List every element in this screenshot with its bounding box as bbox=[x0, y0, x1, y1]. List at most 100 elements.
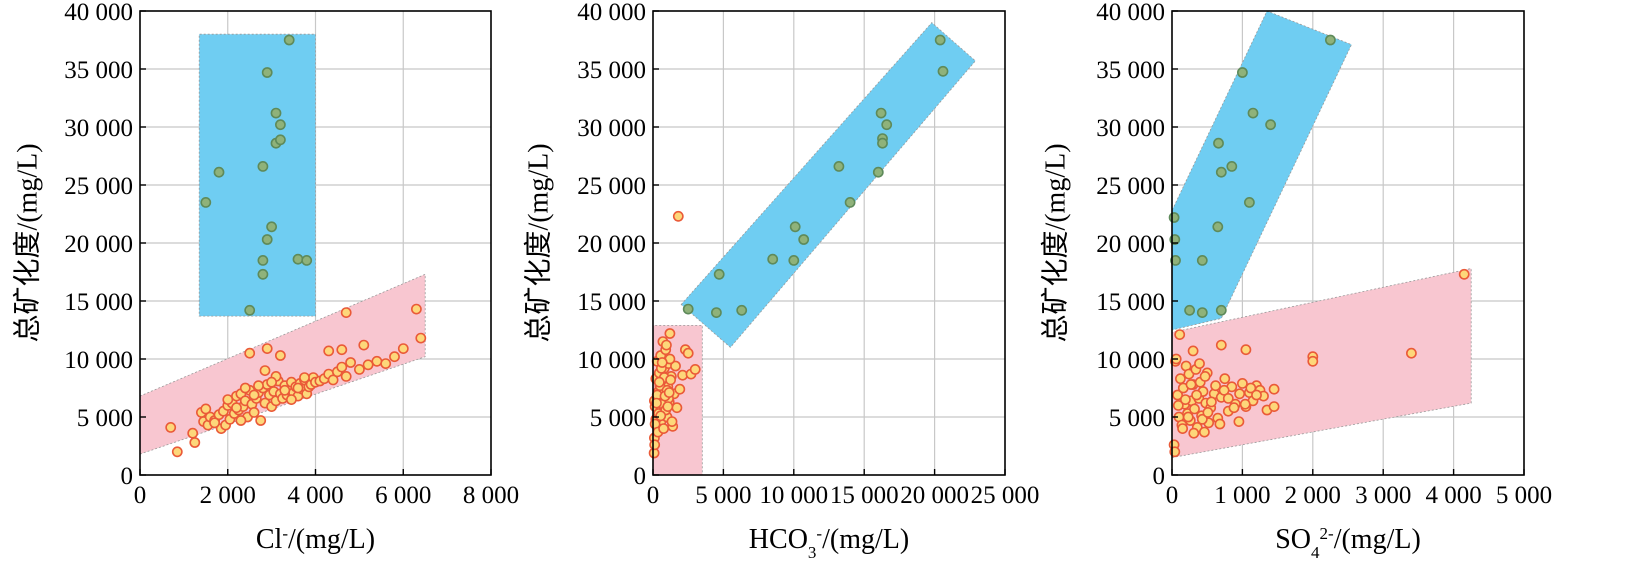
low-data-point bbox=[1240, 344, 1252, 356]
y-tick-label: 25 000 bbox=[577, 173, 646, 200]
high-data-point bbox=[875, 107, 887, 119]
low-data-point bbox=[340, 370, 352, 382]
y-tick-label: 40 000 bbox=[577, 0, 646, 26]
x-tick-label: 0 bbox=[134, 482, 147, 509]
y-tick-label: 30 000 bbox=[64, 115, 133, 142]
high-data-point bbox=[1247, 107, 1259, 119]
low-data-point bbox=[1228, 402, 1240, 414]
high-data-point bbox=[261, 234, 273, 245]
x-tick-label: 3 000 bbox=[1355, 482, 1411, 509]
low-data-point bbox=[1202, 406, 1214, 418]
y-tick-label: 10 000 bbox=[64, 347, 133, 374]
high-data-point bbox=[1226, 160, 1238, 172]
high-data-point bbox=[1184, 304, 1195, 316]
x-axis-label: HCO3-/(mg/L) bbox=[749, 524, 909, 562]
high-data-point bbox=[789, 221, 801, 233]
low-data-point bbox=[1219, 373, 1231, 385]
low-data-point bbox=[415, 332, 427, 344]
low-data-point bbox=[345, 357, 356, 368]
low-data-point bbox=[327, 374, 339, 386]
low-data-point bbox=[674, 383, 686, 395]
low-data-point bbox=[1234, 388, 1245, 400]
low-data-point bbox=[1196, 413, 1208, 425]
high-data-point bbox=[274, 119, 286, 131]
y-tick-label: 15 000 bbox=[64, 289, 133, 316]
y-tick-label: 25 000 bbox=[1096, 173, 1165, 200]
high-mineralization-zone bbox=[1171, 10, 1353, 331]
low-data-point bbox=[1218, 384, 1230, 396]
y-tick-label: 10 000 bbox=[1096, 347, 1165, 374]
x-tick-label: 4 000 bbox=[287, 482, 343, 509]
high-data-point bbox=[833, 160, 845, 172]
low-data-point bbox=[253, 380, 264, 392]
low-data-point bbox=[655, 410, 667, 422]
low-data-point bbox=[248, 406, 260, 418]
high-data-point bbox=[872, 166, 884, 178]
high-data-point bbox=[736, 304, 748, 316]
low-data-point bbox=[1214, 418, 1226, 430]
high-data-point bbox=[1244, 196, 1255, 208]
low-data-point bbox=[371, 355, 383, 367]
low-data-point bbox=[189, 437, 201, 448]
x-tick-label: 20 000 bbox=[900, 482, 969, 509]
low-data-point bbox=[358, 339, 370, 351]
low-data-point bbox=[665, 374, 676, 386]
x-tick-label: 15 000 bbox=[830, 482, 899, 509]
y-tick-label: 15 000 bbox=[577, 289, 646, 316]
low-data-point bbox=[1458, 268, 1470, 280]
low-data-point bbox=[689, 363, 701, 375]
low-data-point bbox=[259, 365, 271, 376]
y-tick-label: 40 000 bbox=[64, 0, 133, 26]
y-tick-label: 25 000 bbox=[64, 173, 133, 200]
low-data-point bbox=[663, 387, 675, 398]
y-tick-label: 20 000 bbox=[1096, 231, 1165, 258]
low-data-point bbox=[274, 350, 286, 361]
low-data-point bbox=[666, 416, 678, 427]
high-data-point bbox=[1212, 221, 1224, 233]
high-data-point bbox=[844, 196, 856, 208]
y-tick-label: 15 000 bbox=[1096, 289, 1165, 316]
high-data-point bbox=[261, 67, 273, 78]
low-data-point bbox=[231, 402, 242, 414]
low-data-point bbox=[653, 376, 665, 388]
chart-panel-sulfate: 0 1 000 2 000 3 000 4 000 5 000 0 5 000 10 000 15… bbox=[1040, 0, 1553, 562]
low-data-point bbox=[1199, 426, 1210, 438]
low-data-point bbox=[1268, 401, 1280, 412]
y-axis-label: 总矿化度/(mg/L) bbox=[12, 143, 44, 342]
x-tick-label: 25 000 bbox=[971, 482, 1040, 509]
low-data-point bbox=[1239, 398, 1251, 410]
low-data-point bbox=[292, 382, 304, 394]
low-data-point bbox=[1188, 427, 1200, 439]
low-data-point bbox=[1268, 383, 1280, 395]
low-data-point bbox=[165, 421, 177, 433]
y-tick-label: 20 000 bbox=[577, 231, 646, 258]
low-data-point bbox=[1245, 382, 1257, 394]
low-data-point bbox=[1406, 347, 1417, 359]
low-data-point bbox=[1172, 399, 1184, 411]
low-data-point bbox=[658, 423, 669, 434]
low-data-point bbox=[222, 394, 234, 405]
low-data-point bbox=[362, 359, 374, 371]
high-data-point bbox=[1196, 254, 1208, 266]
y-tick-label: 0 bbox=[1153, 463, 1166, 490]
x-axis-label: SO42-/(mg/L) bbox=[1275, 524, 1421, 562]
low-data-point bbox=[1187, 345, 1199, 357]
x-tick-label: 5 000 bbox=[695, 482, 751, 509]
low-data-point bbox=[261, 343, 273, 354]
high-data-point bbox=[877, 137, 888, 149]
high-data-point bbox=[798, 234, 810, 245]
low-data-point bbox=[662, 401, 674, 412]
low-data-point bbox=[336, 344, 348, 356]
low-data-point bbox=[323, 345, 335, 357]
low-data-point bbox=[656, 357, 668, 368]
low-data-point bbox=[380, 358, 392, 369]
y-tick-label: 10 000 bbox=[577, 347, 646, 374]
low-data-point bbox=[682, 347, 694, 359]
low-data-point bbox=[1206, 396, 1217, 408]
y-tick-label: 30 000 bbox=[1096, 115, 1165, 142]
low-data-point bbox=[1199, 370, 1211, 382]
low-data-point bbox=[248, 389, 260, 401]
low-data-point bbox=[285, 394, 297, 405]
high-data-point bbox=[1170, 254, 1181, 266]
